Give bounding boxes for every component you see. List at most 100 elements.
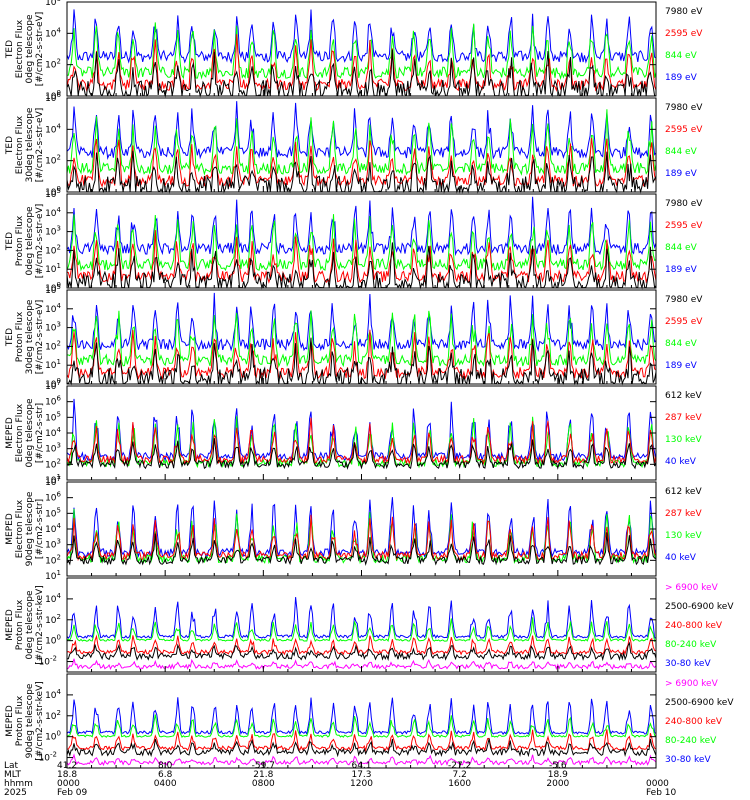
y-tick-label: 103 (45, 538, 61, 551)
legend-label: 30-80 keV (665, 659, 711, 669)
series-line-189-ev (66, 101, 657, 161)
y-tick-label: 102 (45, 613, 61, 626)
y-axis-label: TEDElectron Flux0deg telescope[#/cm2-s-s… (5, 12, 45, 87)
legend-label: 287 keV (665, 509, 702, 519)
legend-label: 2595 eV (665, 29, 703, 39)
legend-label: 844 eV (665, 243, 698, 253)
series-line-30-80-kev (66, 597, 657, 640)
y-tick-label: 102 (45, 58, 61, 71)
x-row-label: Lat (4, 761, 19, 771)
legend-label: 40 keV (665, 553, 697, 563)
y-axis-label: MEPEDProton Flux0deg telescope[#/cm2-s-s… (5, 585, 45, 664)
y-tick-label: 100 (45, 730, 61, 743)
x-col-lat: -27.2 (448, 761, 471, 771)
y-tick-label: 104 (45, 592, 61, 605)
legend-label: 7980 eV (665, 7, 703, 17)
x-col-mlt: 21.8 (253, 770, 273, 780)
y-tick-label: 106 (45, 395, 61, 408)
series-line-7980-ev (66, 150, 657, 194)
series-line-189-ev (66, 292, 657, 352)
series-line-844-ev (66, 310, 657, 368)
x-col-hhmm: 1600 (448, 779, 471, 789)
legend-label: 2595 eV (665, 317, 703, 327)
x-row-label: 2025 (4, 788, 27, 798)
legend-label: 287 keV (665, 413, 702, 423)
legend-label: 30-80 keV (665, 755, 711, 765)
series-line-7980-ev (66, 337, 657, 386)
y-tick-label: 102 (45, 339, 61, 352)
x-col-mlt: 18.9 (548, 770, 568, 780)
y-axis-label: MEPEDElectron Flux90deg telescope[#/cm2-… (5, 491, 45, 566)
y-tick-label: 104 (45, 522, 61, 535)
y-tick-label: 103 (45, 225, 61, 238)
x-col-hhmm: 0000 (646, 779, 669, 789)
legend-label: 240-800 keV (665, 621, 723, 631)
y-axis-label: TEDProton Flux0deg telescope[#/cm2-s-str… (5, 204, 45, 279)
y-tick-label: 102 (45, 553, 61, 566)
series-line-240-800-kev (66, 634, 657, 656)
series-line-80-240-kev (66, 617, 657, 643)
legend-label: 2500-6900 keV (665, 602, 734, 612)
legend-label: 2500-6900 keV (665, 698, 734, 708)
series-line-189-ev (66, 9, 657, 64)
x-col-lat: -5.6 (549, 761, 567, 771)
series-line-287-kev (66, 514, 657, 562)
y-tick-label: 100 (45, 634, 61, 647)
series-line-40-kev (66, 497, 657, 558)
y-tick-label: 103 (45, 321, 61, 334)
y-tick-label: 104 (45, 206, 61, 219)
y-axis-label: MEPEDElectron Flux0deg telescope[#/cm2-s… (5, 398, 45, 468)
series-line-2500-6900-kev (67, 641, 657, 662)
x-col-lat: 8.0 (158, 761, 173, 771)
x-col-lat: -59.7 (252, 761, 275, 771)
y-tick-label: 104 (45, 426, 61, 439)
series-line-2595-ev (66, 137, 657, 188)
legend-label: 130 keV (665, 435, 702, 445)
legend-label: 2595 eV (665, 221, 703, 231)
y-tick-label: 101 (45, 569, 61, 582)
series-line-844-ev (66, 214, 657, 272)
x-row-label: hhmm (4, 779, 33, 789)
x-col-lat: 64.1 (351, 761, 371, 771)
x-col-mlt: 6.8 (158, 770, 173, 780)
legend-label: > 6900 keV (665, 583, 719, 593)
x-col-hhmm: 1200 (350, 779, 373, 789)
legend-label: 612 keV (665, 487, 702, 497)
panels-group: 100 102 104 106 TEDElectron Flux0deg telesco… (5, 0, 734, 769)
legend-label: 130 keV (665, 531, 702, 541)
y-tick-label: 105 (45, 506, 61, 519)
y-tick-label: 104 (45, 688, 61, 701)
legend-label: 7980 eV (665, 103, 703, 113)
legend-label: 189 eV (665, 265, 698, 275)
x-col-lat: 41.2 (57, 761, 77, 771)
series-line-612-kev (66, 532, 657, 567)
x-col-mlt: 18.8 (57, 770, 77, 780)
legend-label: 240-800 keV (665, 717, 723, 727)
y-tick-label: 104 (45, 26, 61, 39)
y-axis-label: TEDProton Flux30deg telescope[#/cm2-s-st… (5, 299, 45, 374)
y-tick-label: 101 (45, 358, 61, 371)
y-tick-label: 102 (45, 243, 61, 256)
x-col-date: Feb 10 (646, 788, 677, 798)
legend-label: 80-240 keV (665, 640, 717, 650)
legend-label: 844 eV (665, 339, 698, 349)
series-line-189-ev (66, 196, 657, 257)
y-tick-label: 102 (45, 709, 61, 722)
y-tick-label: 102 (45, 154, 61, 167)
y-tick-label: 104 (45, 302, 61, 315)
x-col-hhmm: 0800 (252, 779, 275, 789)
legend-label: 189 eV (665, 73, 698, 83)
series-line-40-kev (66, 398, 657, 463)
series-line-240-800-kev (66, 729, 657, 753)
y-axis-label: TEDElectron Flux30deg telescope[#/cm2-s-… (5, 107, 45, 182)
legend-label: 7980 eV (665, 295, 703, 305)
x-col-hhmm: 0400 (154, 779, 177, 789)
series-line-844-ev (66, 109, 657, 176)
